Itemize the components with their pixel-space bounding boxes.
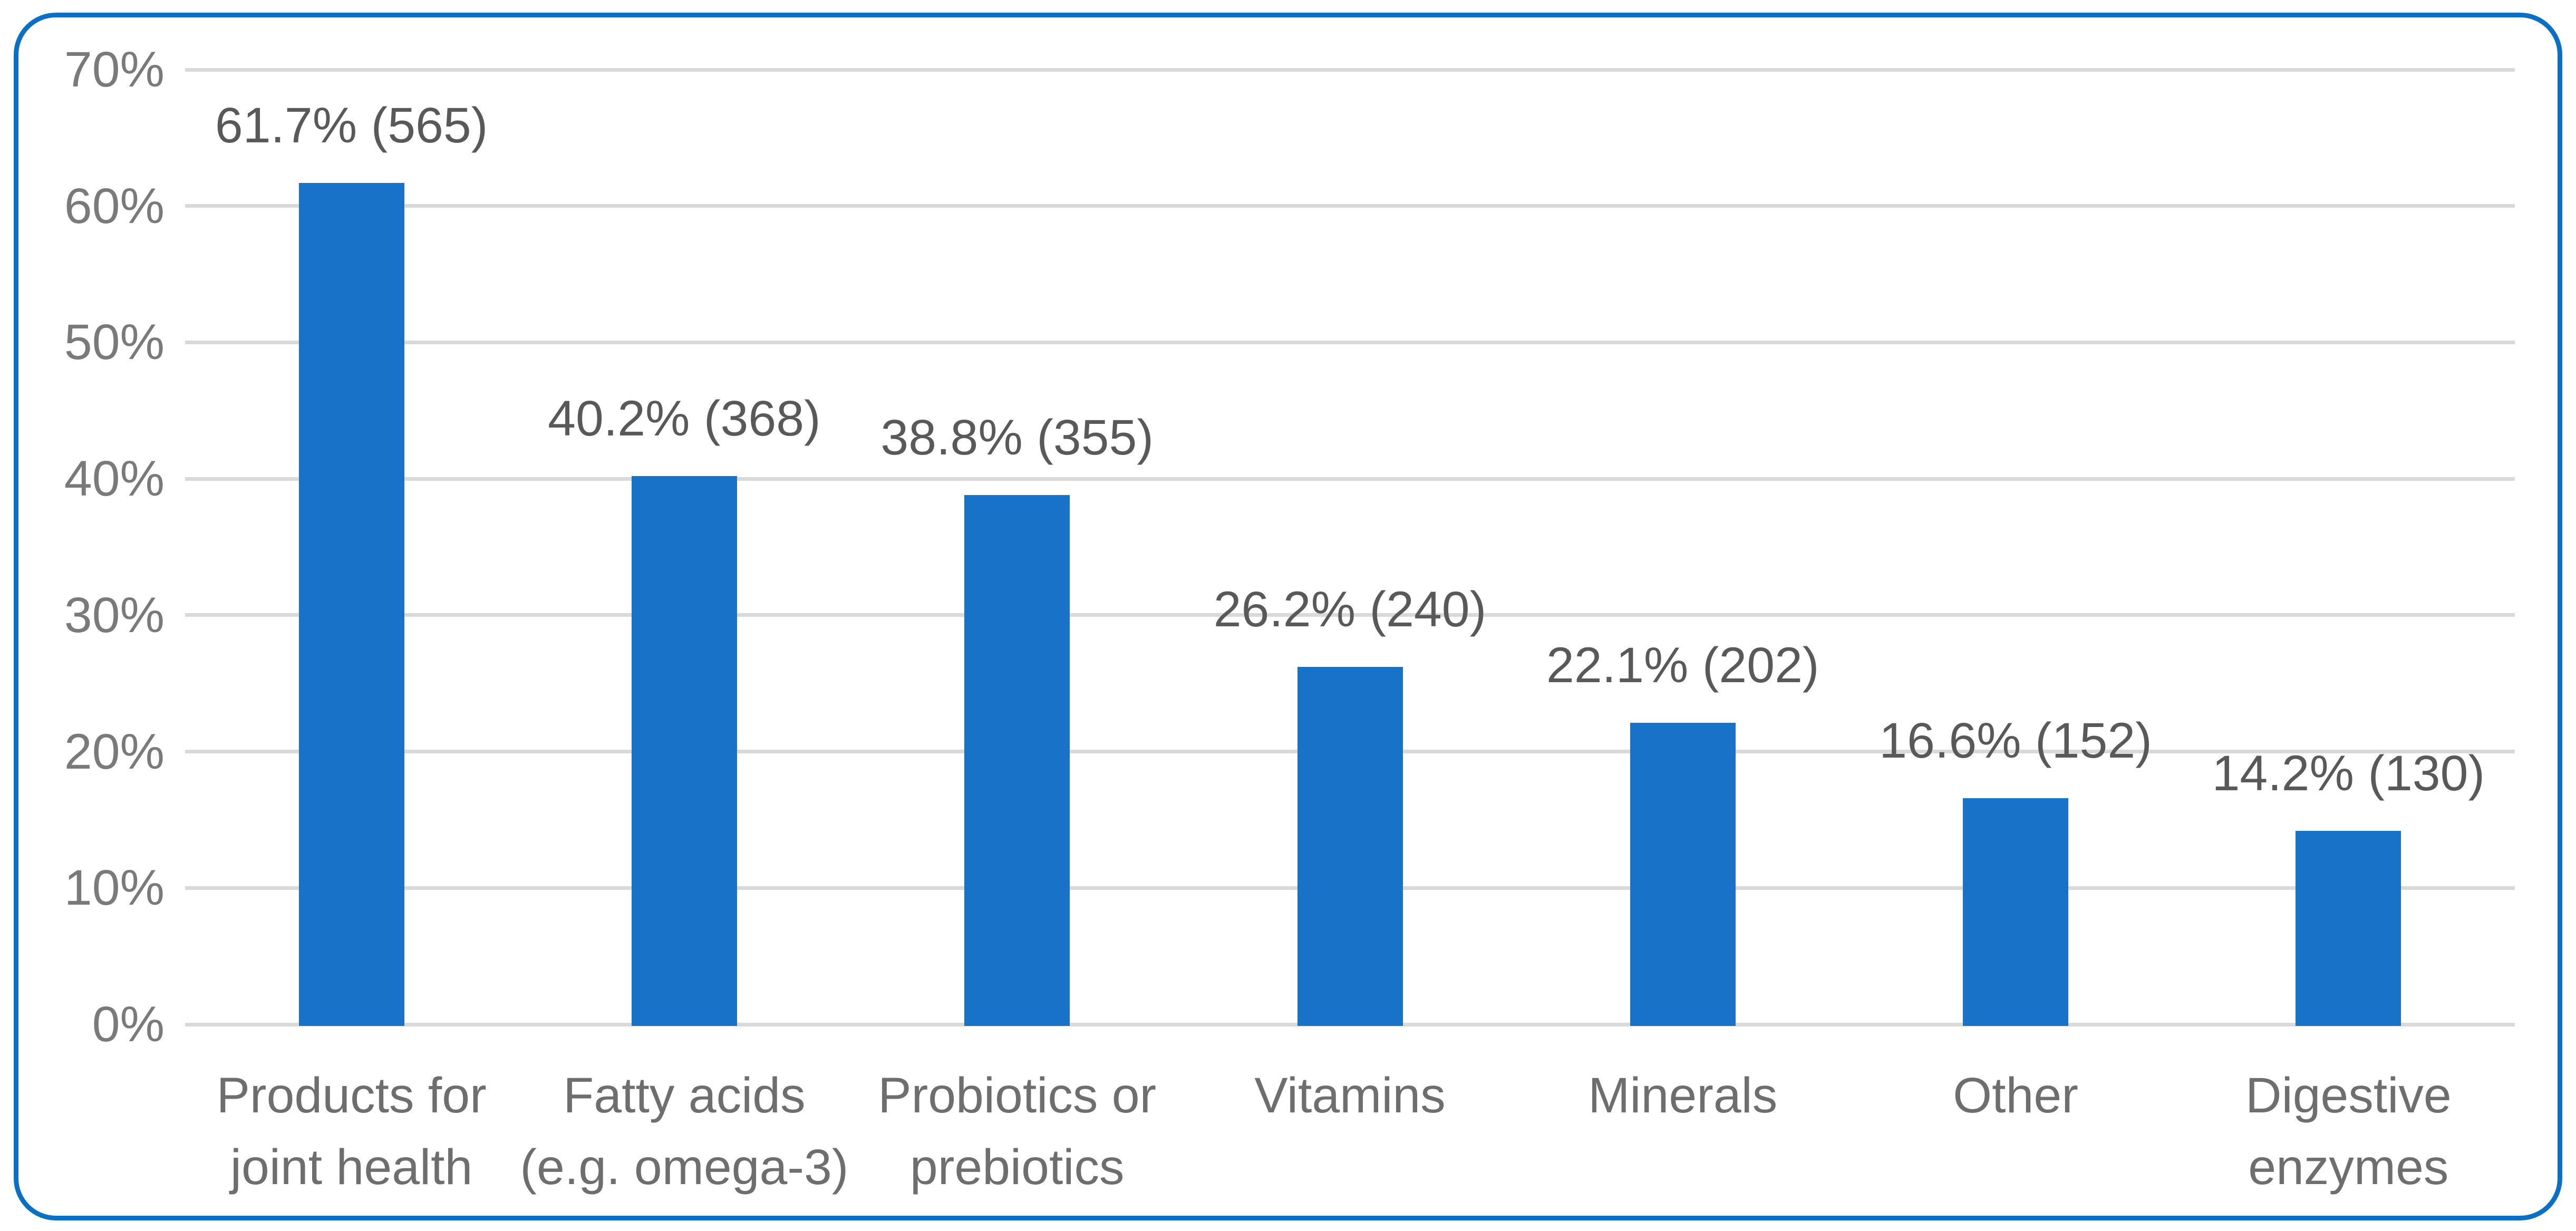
bar-value-label: 61.7% (565): [215, 97, 488, 153]
gridline-50%: [185, 340, 2515, 344]
gridline-30%: [185, 613, 2515, 617]
y-axis-tick-label: 40%: [64, 451, 164, 507]
bar: [1963, 798, 2069, 1026]
gridline-70%: [185, 67, 2515, 72]
bar: [964, 495, 1070, 1026]
y-axis-tick-label: 20%: [64, 723, 164, 780]
category-label: Products for joint health: [216, 1068, 487, 1195]
category-label: Fatty acids (e.g. omega-3): [520, 1068, 849, 1195]
gridline-60%: [185, 204, 2515, 208]
category-label: Probiotics or prebiotics: [878, 1068, 1157, 1195]
gridline-40%: [185, 477, 2515, 481]
category-label: Other: [1953, 1068, 2078, 1123]
bar-value-label: 16.6% (152): [1879, 712, 2152, 769]
bar: [2296, 830, 2401, 1026]
y-axis-tick-label: 10%: [64, 860, 164, 916]
bar-value-label: 38.8% (355): [880, 410, 1154, 466]
bar: [1630, 723, 1736, 1026]
y-axis-tick-label: 50%: [64, 314, 164, 371]
y-axis-tick-label: 70%: [64, 42, 164, 98]
bar: [631, 476, 737, 1026]
category-label: Minerals: [1588, 1068, 1778, 1123]
category-label: Digestive enzymes: [2245, 1068, 2452, 1195]
bar: [1297, 667, 1403, 1026]
bar-value-label: 14.2% (130): [2212, 745, 2485, 801]
bar-value-label: 26.2% (240): [1213, 581, 1487, 638]
bar-value-label: 22.1% (202): [1546, 637, 1819, 694]
bar: [298, 182, 404, 1026]
y-axis-tick-label: 60%: [64, 178, 164, 234]
y-axis-tick-label: 30%: [64, 587, 164, 643]
y-axis-tick-label: 0%: [92, 996, 164, 1052]
bar-value-label: 40.2% (368): [548, 390, 821, 447]
category-label: Vitamins: [1254, 1068, 1446, 1123]
